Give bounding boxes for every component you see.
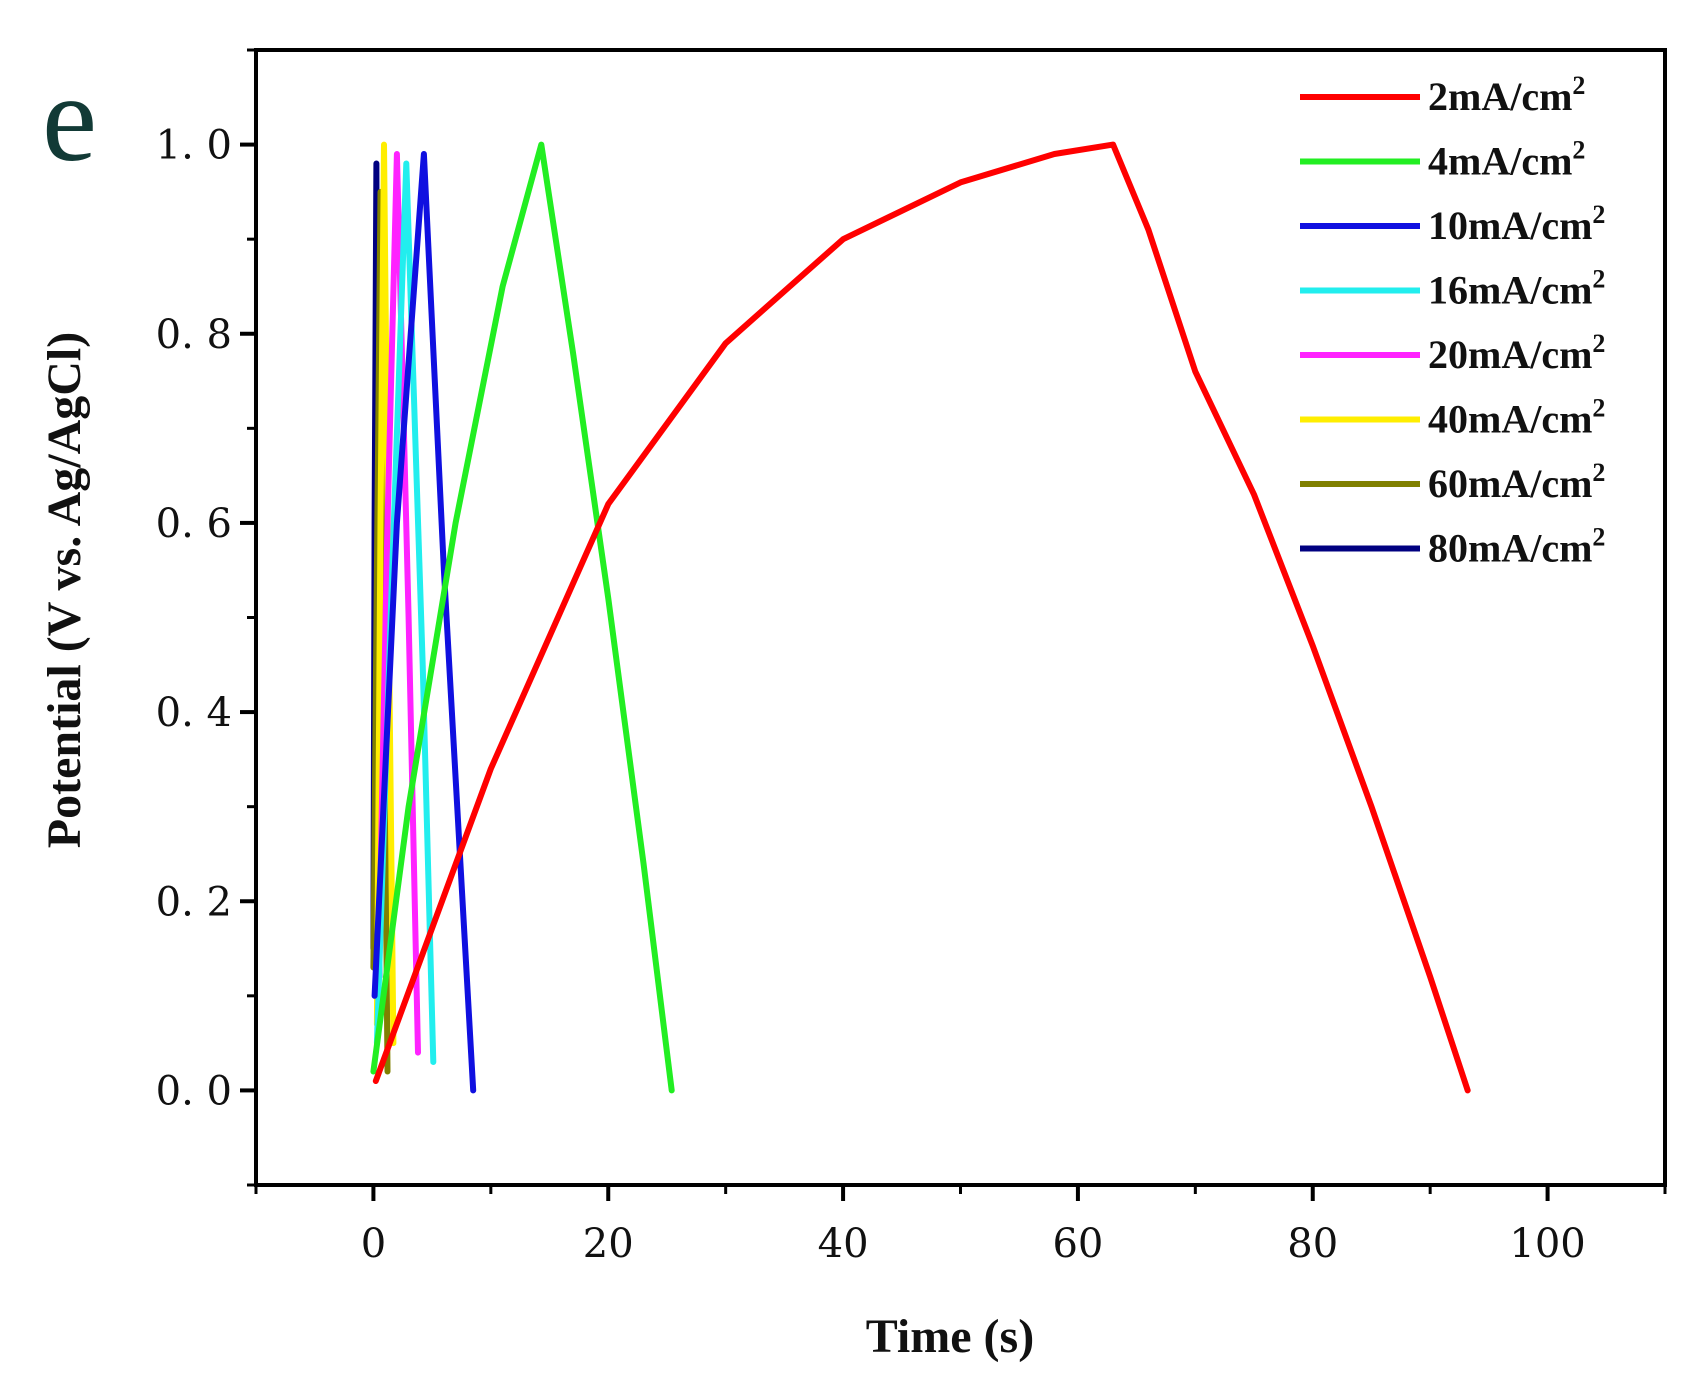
x-axis-title: Time (s) [866, 1310, 1034, 1363]
legend-label-text: 4mA/cm [1428, 139, 1572, 184]
legend-label-text: 80mA/cm [1428, 526, 1592, 571]
legend-label-superscript: 2 [1592, 329, 1605, 358]
legend-label-text: 60mA/cm [1428, 461, 1592, 506]
legend-label-superscript: 2 [1592, 265, 1605, 294]
series-line-0 [372, 141, 1471, 1094]
legend-label-text: 16mA/cm [1428, 268, 1592, 313]
series-line-4 [375, 151, 421, 1056]
y-tick-label: 0. 4 [156, 690, 232, 736]
x-tick-label: 20 [583, 1221, 634, 1267]
legend-label-2: 10mA/cm2 [1428, 200, 1605, 248]
legend-label-1: 4mA/cm2 [1428, 136, 1585, 184]
x-tick-label: 60 [1052, 1221, 1103, 1267]
legend-label-superscript: 2 [1592, 458, 1605, 487]
y-tick-label: 0. 8 [156, 312, 232, 358]
legend-label-superscript: 2 [1572, 136, 1585, 165]
legend-label-4: 20mA/cm2 [1428, 329, 1605, 377]
y-tick-label: 0. 2 [156, 879, 232, 925]
legend-label-7: 80mA/cm2 [1428, 523, 1605, 571]
legend-label-6: 60mA/cm2 [1428, 458, 1605, 506]
legend-label-superscript: 2 [1592, 523, 1605, 552]
y-tick-label: 1. 0 [156, 123, 232, 169]
legend-label-5: 40mA/cm2 [1428, 394, 1605, 442]
y-axis-title: Potential (V vs. Ag/AgCl) [38, 332, 91, 848]
legend-label-superscript: 2 [1592, 200, 1605, 229]
legend-label-0: 2mA/cm2 [1428, 71, 1585, 119]
legend: 2mA/cm24mA/cm210mA/cm216mA/cm220mA/cm240… [1300, 71, 1605, 571]
legend-label-superscript: 2 [1572, 71, 1585, 100]
legend-label-3: 16mA/cm2 [1428, 265, 1605, 313]
legend-label-text: 10mA/cm [1428, 203, 1592, 248]
legend-label-text: 40mA/cm [1428, 397, 1592, 442]
series-line-1 [370, 141, 675, 1094]
panel-label: e [42, 50, 97, 187]
series-line-2 [371, 151, 477, 1094]
legend-label-text: 20mA/cm [1428, 332, 1592, 377]
x-tick-label: 40 [818, 1221, 869, 1267]
y-tick-label: 0. 0 [156, 1068, 232, 1114]
series-line-5 [373, 141, 397, 1047]
legend-label-text: 2mA/cm [1428, 74, 1572, 119]
x-tick-label: 80 [1287, 1221, 1338, 1267]
x-tick-label: 0 [361, 1221, 386, 1267]
y-tick-label: 0. 6 [156, 501, 232, 547]
legend-label-superscript: 2 [1592, 394, 1605, 423]
x-tick-label: 100 [1509, 1221, 1585, 1267]
plot-area [370, 141, 1471, 1094]
axes: 0 20 40 60 80 100 0. 0 0. 2 0. 4 0. 6 0. 8 1. 0 [156, 48, 1667, 1267]
